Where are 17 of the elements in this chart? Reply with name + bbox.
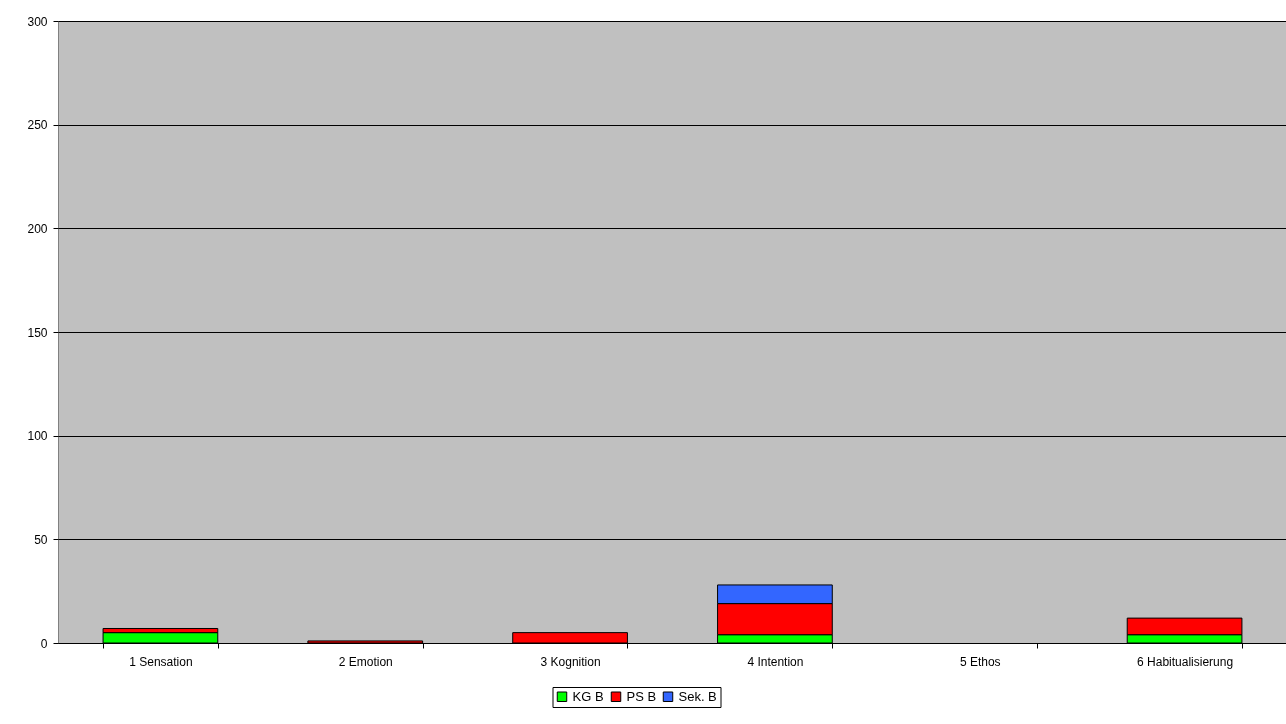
legend-label: PS B xyxy=(626,688,657,704)
y-tick-label: 100 xyxy=(27,429,48,444)
y-tick-label: 200 xyxy=(27,221,48,236)
x-tick-label: 2 Emotion xyxy=(338,654,393,669)
y-tick-label: 0 xyxy=(40,636,48,651)
y-tick-label: 250 xyxy=(27,118,48,133)
x-tick-label: 6 Habitualisierung xyxy=(1137,654,1234,669)
x-tick-label: 4 Intention xyxy=(747,654,804,669)
y-tick-label: 300 xyxy=(27,14,48,29)
y-tick-label: 150 xyxy=(27,325,48,340)
bar xyxy=(307,640,424,644)
y-tick-label: 50 xyxy=(34,532,48,547)
legend-label: Sek. B xyxy=(678,688,717,704)
x-tick-label: 1 Sensation xyxy=(129,654,193,669)
legend-label: KG B xyxy=(572,688,604,704)
x-tick-label: 5 Ethos xyxy=(959,654,1001,669)
x-tick-label: 3 Kognition xyxy=(540,654,601,669)
